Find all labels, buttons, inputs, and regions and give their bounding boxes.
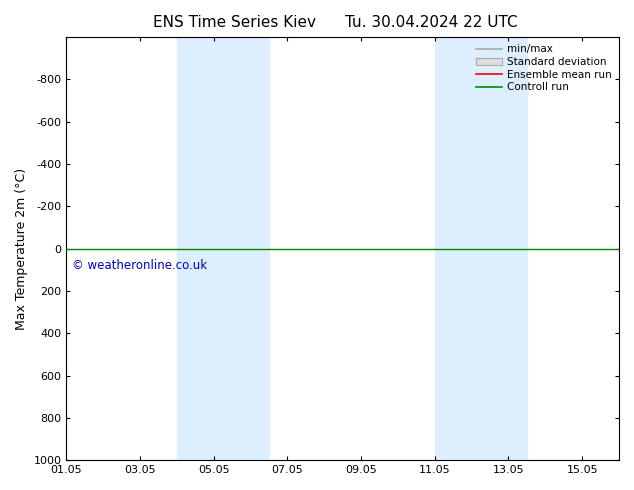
Text: © weatheronline.co.uk: © weatheronline.co.uk: [72, 259, 207, 272]
Y-axis label: Max Temperature 2m (°C): Max Temperature 2m (°C): [15, 168, 28, 330]
Text: ENS Time Series Kiev: ENS Time Series Kiev: [153, 15, 316, 30]
Bar: [435, 37, 527, 460]
Bar: [177, 37, 269, 460]
Text: Tu. 30.04.2024 22 UTC: Tu. 30.04.2024 22 UTC: [345, 15, 517, 30]
Legend: min/max, Standard deviation, Ensemble mean run, Controll run: min/max, Standard deviation, Ensemble me…: [474, 42, 614, 94]
